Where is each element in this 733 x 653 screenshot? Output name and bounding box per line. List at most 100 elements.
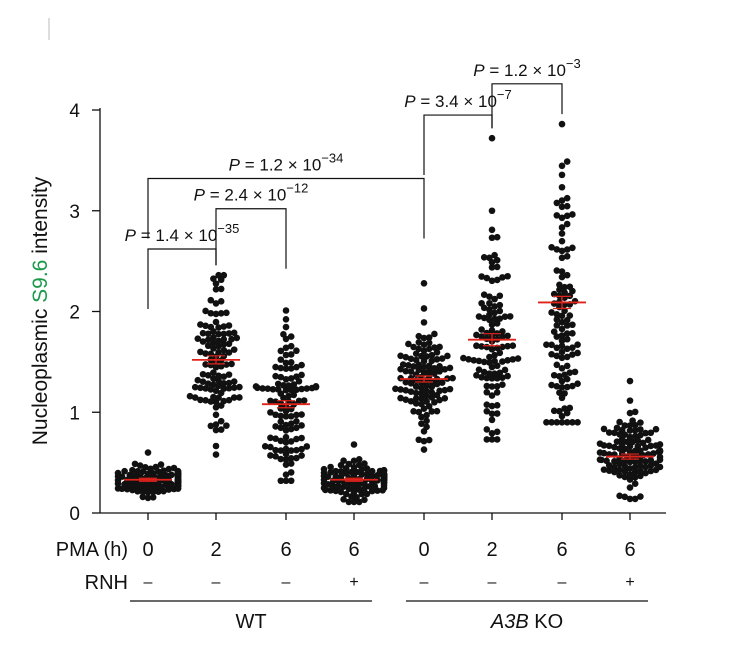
data-point (225, 396, 233, 404)
data-point (550, 371, 558, 379)
data-point (571, 368, 579, 376)
data-point (553, 333, 561, 340)
pma-row-label: PMA (h) (56, 539, 128, 561)
data-point (480, 368, 488, 376)
data-point (656, 441, 664, 448)
data-point (392, 385, 399, 393)
data-point (420, 446, 428, 453)
data-point (558, 268, 566, 275)
data-point (548, 243, 555, 251)
data-point (282, 413, 290, 420)
data-point (191, 394, 199, 401)
p-value-bracket (423, 114, 493, 176)
data-point (550, 407, 558, 415)
data-point (363, 465, 371, 472)
data-point (215, 377, 222, 385)
data-point (428, 408, 436, 415)
data-point (436, 368, 443, 375)
data-point (407, 397, 415, 405)
data-point (207, 296, 215, 304)
data-point (332, 467, 340, 475)
data-point (295, 397, 303, 405)
p-value-bracket (491, 83, 563, 129)
data-point (488, 383, 496, 390)
data-point (277, 412, 285, 420)
data-point (626, 409, 634, 417)
data-point (114, 485, 122, 492)
data-point (639, 439, 647, 447)
data-point (433, 407, 441, 415)
data-point (613, 424, 621, 432)
data-point (436, 396, 443, 404)
data-point (380, 466, 388, 474)
data-point (225, 330, 233, 337)
data-point (287, 375, 295, 382)
data-point (488, 392, 496, 399)
data-point (611, 463, 618, 471)
data-point (558, 332, 566, 339)
data-point (499, 333, 506, 340)
data-point (486, 311, 493, 319)
data-point (483, 407, 491, 415)
data-point (423, 387, 430, 395)
data-point (287, 460, 295, 467)
data-point (204, 336, 212, 344)
data-point (361, 460, 368, 467)
data-point (298, 411, 305, 418)
data-point (327, 463, 334, 471)
data-point (230, 378, 238, 385)
data-point (277, 437, 285, 445)
data-point (142, 464, 149, 471)
data-point (282, 344, 290, 352)
data-point (131, 460, 139, 468)
data-point (488, 264, 496, 271)
data-point (353, 493, 360, 501)
data-point (558, 342, 566, 350)
data-point (486, 254, 493, 262)
data-point (616, 460, 623, 468)
data-point (272, 411, 279, 419)
p-value-label: P = 2.4 × 10−12 (194, 181, 309, 205)
data-point (287, 365, 295, 372)
data-point (574, 349, 581, 357)
data-point (282, 427, 290, 434)
data-point (418, 413, 425, 421)
data-point (287, 359, 295, 366)
data-point (345, 485, 353, 493)
data-point (407, 388, 415, 395)
data-point (212, 421, 220, 428)
data-point (298, 371, 305, 379)
data-point (480, 314, 488, 322)
data-point (277, 477, 285, 485)
data-point (220, 346, 228, 354)
data-point (272, 423, 279, 430)
data-point (149, 493, 157, 501)
data-point (199, 378, 207, 386)
data-point (293, 417, 300, 425)
data-point (415, 339, 423, 346)
data-point (423, 398, 430, 405)
data-point (287, 333, 295, 340)
data-point (626, 495, 634, 503)
data-point (550, 290, 558, 298)
data-point (616, 466, 623, 474)
data-point (415, 436, 423, 444)
data-point (637, 472, 644, 480)
data-point (433, 380, 441, 388)
data-point (210, 345, 217, 352)
data-point (501, 366, 509, 374)
data-point (621, 493, 629, 501)
data-point (277, 455, 285, 463)
data-point (563, 212, 571, 220)
data-point (486, 353, 493, 361)
data-point (600, 425, 608, 433)
data-point (642, 429, 649, 437)
data-point (596, 449, 604, 456)
data-point (220, 323, 228, 330)
data-point (441, 365, 449, 373)
data-point (223, 422, 230, 429)
data-point (204, 380, 212, 387)
data-point (170, 464, 178, 472)
data-point (509, 342, 517, 350)
data-point (563, 419, 571, 426)
